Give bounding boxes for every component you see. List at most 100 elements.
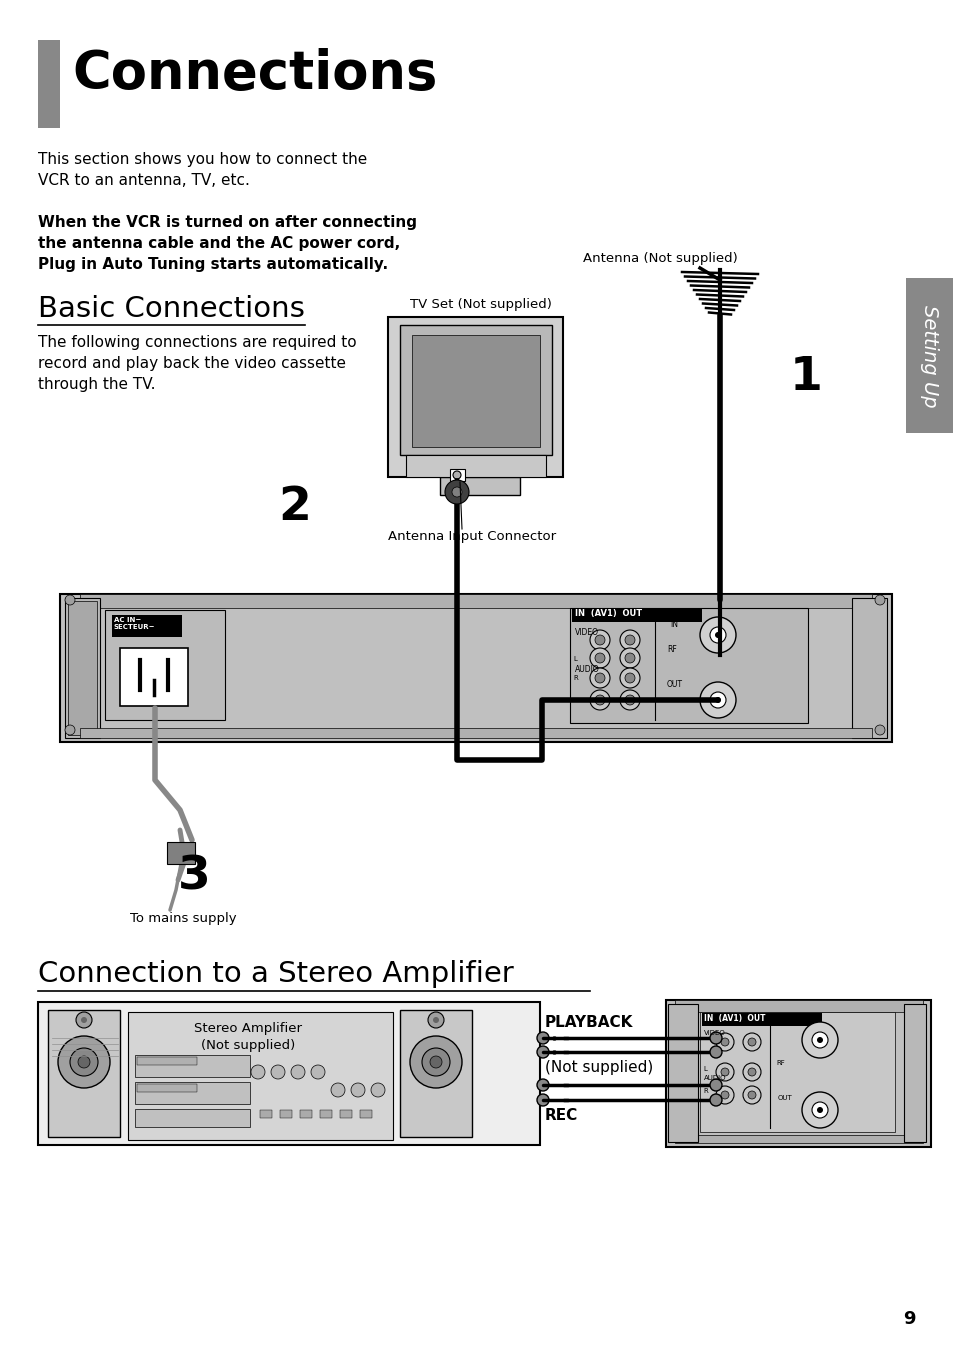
Bar xyxy=(700,1012,894,1131)
Circle shape xyxy=(714,696,720,703)
Circle shape xyxy=(537,1079,548,1091)
Bar xyxy=(665,1000,930,1146)
Circle shape xyxy=(537,1033,548,1043)
Bar xyxy=(339,1110,352,1118)
Bar xyxy=(68,602,97,734)
Bar xyxy=(903,1004,925,1142)
Circle shape xyxy=(421,1047,450,1076)
Bar xyxy=(137,1057,196,1065)
Circle shape xyxy=(720,1091,728,1099)
Text: AUDIO: AUDIO xyxy=(575,665,599,673)
Bar xyxy=(38,1001,539,1145)
Bar xyxy=(112,615,182,637)
Circle shape xyxy=(619,630,639,650)
Circle shape xyxy=(874,725,884,734)
Text: REC: REC xyxy=(544,1108,578,1123)
Text: VIDEO: VIDEO xyxy=(575,627,598,637)
Bar xyxy=(388,317,562,477)
Bar xyxy=(120,648,188,706)
Bar xyxy=(135,1056,250,1077)
Circle shape xyxy=(720,1068,728,1076)
Circle shape xyxy=(716,1033,733,1051)
Circle shape xyxy=(709,1079,721,1091)
Bar xyxy=(450,469,464,481)
Bar xyxy=(38,41,60,127)
Circle shape xyxy=(410,1037,461,1088)
Bar xyxy=(260,1110,272,1118)
Bar xyxy=(675,1135,923,1144)
Text: 3: 3 xyxy=(178,855,211,900)
Text: Connection to a Stereo Amplifier: Connection to a Stereo Amplifier xyxy=(38,959,514,988)
Text: 9: 9 xyxy=(902,1310,915,1328)
Circle shape xyxy=(624,673,635,683)
Circle shape xyxy=(331,1083,345,1098)
Circle shape xyxy=(428,1012,443,1028)
Circle shape xyxy=(537,1046,548,1058)
Text: R: R xyxy=(573,675,578,682)
Bar xyxy=(299,1110,312,1118)
Circle shape xyxy=(70,1047,98,1076)
Text: TV Set (Not supplied): TV Set (Not supplied) xyxy=(410,298,551,312)
Circle shape xyxy=(811,1033,827,1047)
Circle shape xyxy=(742,1064,760,1081)
Bar xyxy=(135,1083,250,1104)
Bar xyxy=(280,1110,292,1118)
Circle shape xyxy=(801,1022,837,1058)
Bar xyxy=(319,1110,332,1118)
Circle shape xyxy=(742,1085,760,1104)
Bar xyxy=(80,593,871,608)
Circle shape xyxy=(76,1012,91,1028)
Text: R: R xyxy=(702,1088,707,1093)
Text: OUT: OUT xyxy=(778,1095,792,1102)
Text: OUT: OUT xyxy=(666,680,682,688)
Text: L: L xyxy=(573,656,577,663)
Text: Stereo Amplifier
(Not supplied): Stereo Amplifier (Not supplied) xyxy=(193,1022,302,1051)
Text: L: L xyxy=(702,1066,706,1072)
Bar xyxy=(675,1000,923,1012)
Circle shape xyxy=(589,668,609,688)
Bar xyxy=(399,325,552,455)
Circle shape xyxy=(271,1065,285,1079)
Circle shape xyxy=(747,1068,755,1076)
Text: Setting Up: Setting Up xyxy=(920,305,939,408)
Circle shape xyxy=(709,1033,721,1043)
Circle shape xyxy=(624,635,635,645)
Circle shape xyxy=(453,472,460,480)
Circle shape xyxy=(311,1065,325,1079)
Circle shape xyxy=(874,595,884,604)
Text: (Not supplied): (Not supplied) xyxy=(544,1060,653,1075)
Circle shape xyxy=(811,1102,827,1118)
Text: When the VCR is turned on after connecting
the antenna cable and the AC power co: When the VCR is turned on after connecti… xyxy=(38,215,416,272)
Circle shape xyxy=(619,690,639,710)
Circle shape xyxy=(716,1064,733,1081)
Circle shape xyxy=(444,480,469,504)
Bar xyxy=(80,728,871,738)
Text: IN: IN xyxy=(669,621,678,629)
Circle shape xyxy=(716,1085,733,1104)
Text: The following connections are required to
record and play back the video cassett: The following connections are required t… xyxy=(38,335,356,392)
Text: 2: 2 xyxy=(277,485,311,530)
Text: Antenna Input Connector: Antenna Input Connector xyxy=(388,530,556,543)
Circle shape xyxy=(595,653,604,663)
Circle shape xyxy=(801,1092,837,1127)
Circle shape xyxy=(452,486,461,497)
Bar xyxy=(439,477,519,495)
Circle shape xyxy=(595,695,604,705)
Circle shape xyxy=(709,627,725,644)
Circle shape xyxy=(595,673,604,683)
Circle shape xyxy=(65,725,75,734)
Circle shape xyxy=(78,1056,90,1068)
Text: RF: RF xyxy=(775,1060,784,1066)
Bar xyxy=(60,593,891,743)
Bar xyxy=(572,608,701,622)
Circle shape xyxy=(291,1065,305,1079)
Circle shape xyxy=(81,1018,87,1023)
Circle shape xyxy=(251,1065,265,1079)
Circle shape xyxy=(430,1056,441,1068)
Text: IN: IN xyxy=(778,1018,784,1024)
Bar xyxy=(667,1004,698,1142)
Circle shape xyxy=(351,1083,365,1098)
Circle shape xyxy=(714,631,720,638)
Text: 1: 1 xyxy=(789,355,822,400)
Circle shape xyxy=(816,1037,822,1043)
